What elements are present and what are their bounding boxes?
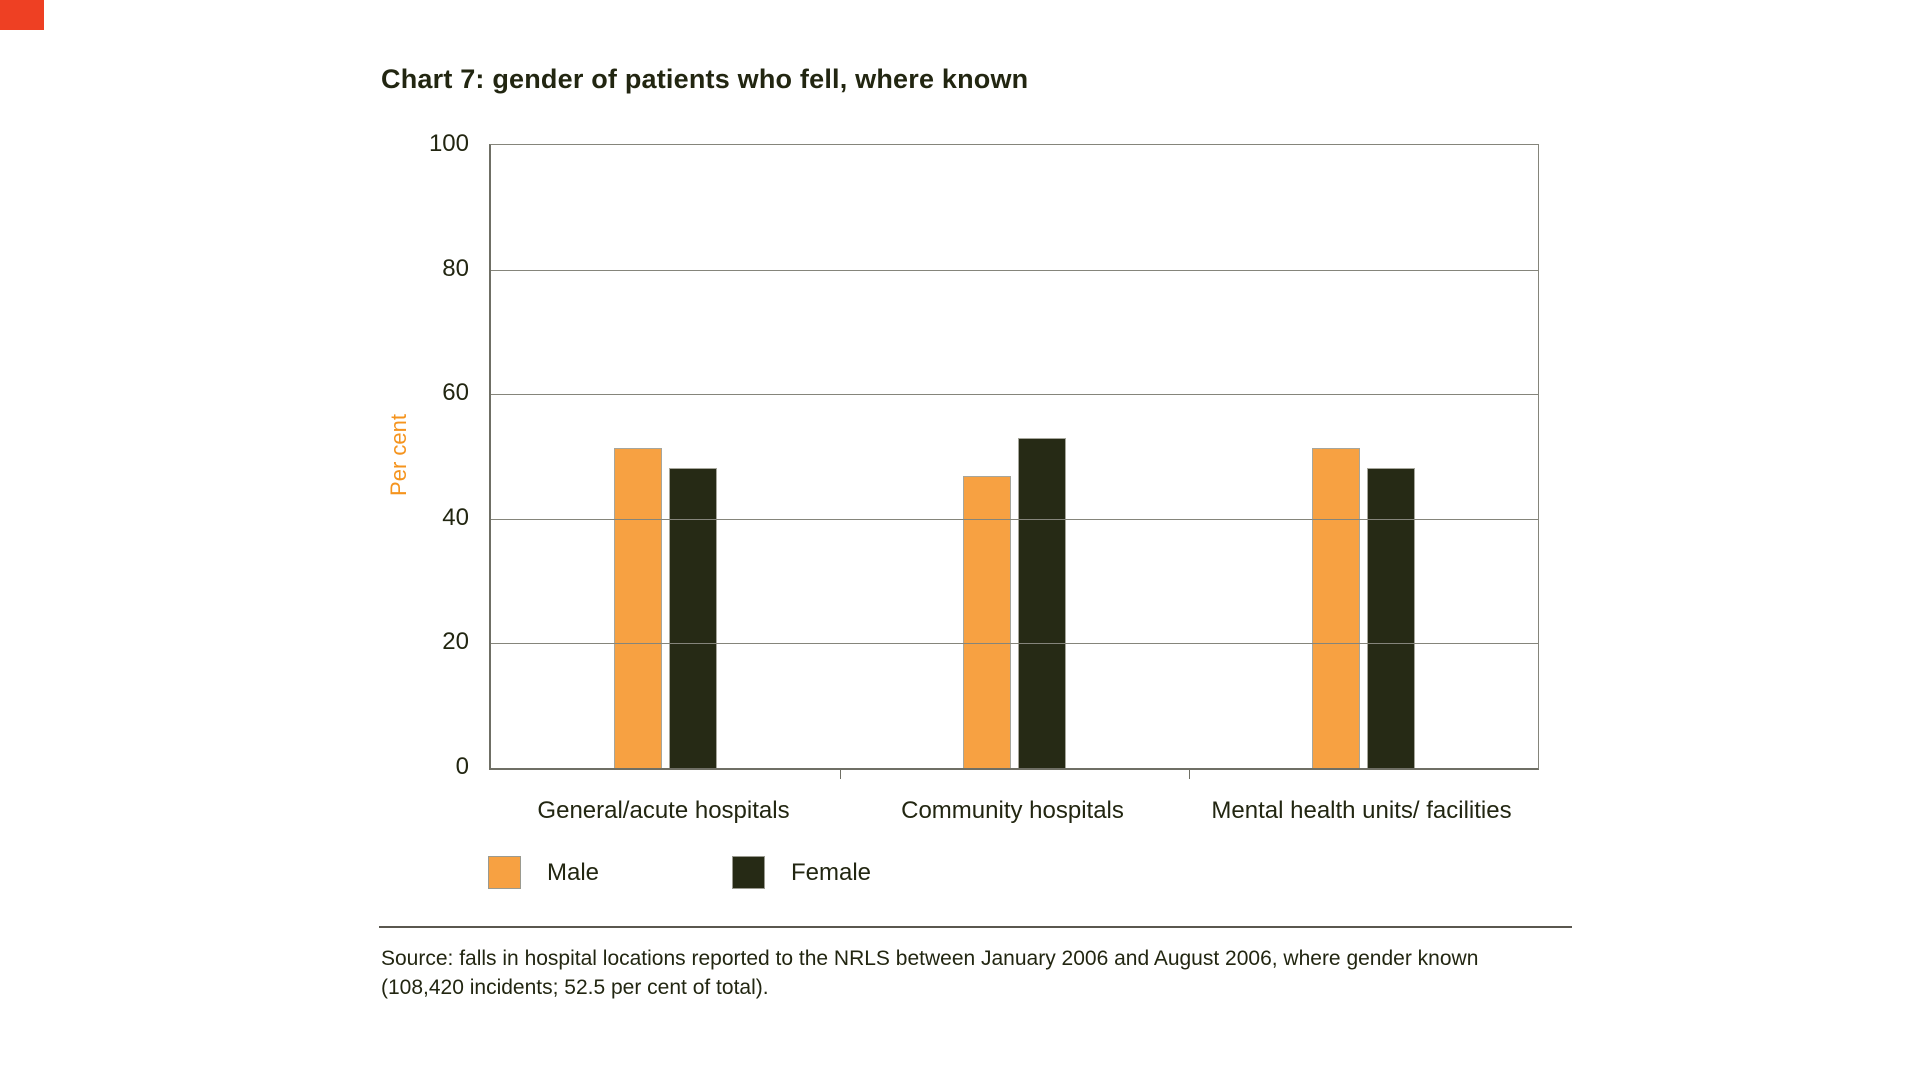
y-axis-tick-label: 20	[442, 628, 469, 656]
page-corner-mark	[0, 0, 44, 30]
legend-item-female: Female	[732, 856, 871, 889]
bar-male	[614, 448, 662, 768]
legend-swatch-female	[732, 856, 765, 889]
bar-group	[840, 145, 1189, 768]
source-divider-rule	[379, 926, 1572, 928]
bar-male	[1312, 448, 1360, 768]
gridline	[491, 394, 1538, 396]
y-axis-title: Per cent	[386, 414, 411, 496]
y-axis-tick-labels: 0 20 40 60 80 100	[330, 130, 469, 780]
legend-item-male: Male	[488, 856, 599, 889]
x-axis-tick	[840, 768, 841, 779]
bar-female	[1367, 467, 1415, 768]
source-note-line2: (108,420 incidents; 52.5 per cent of tot…	[381, 976, 769, 999]
x-axis-category-labels: General/acute hospitals Community hospita…	[489, 796, 1536, 826]
y-axis-tick-label: 40	[442, 503, 469, 531]
legend-label-female: Female	[791, 858, 872, 886]
bar-female	[669, 467, 717, 768]
legend-label-male: Male	[547, 858, 600, 886]
source-note-line1: Source: falls in hospital locations repo…	[381, 947, 1479, 970]
source-note: Source: falls in hospital locations repo…	[381, 944, 1601, 1002]
x-axis-tick	[1189, 768, 1190, 779]
bar-female	[1018, 438, 1066, 768]
y-axis-tick-label: 100	[428, 130, 469, 157]
x-axis-category-label: Mental health units/ facilities	[1211, 797, 1512, 824]
legend: Male Female	[488, 856, 1188, 890]
bar-group	[1189, 145, 1538, 768]
y-axis-tick-label: 0	[455, 753, 469, 780]
gridline	[491, 269, 1538, 271]
gridline	[491, 518, 1538, 520]
x-axis-category-label: Community hospitals	[901, 797, 1124, 824]
chart-title: Chart 7: gender of patients who fell, wh…	[381, 64, 1029, 94]
x-axis-category-label: General/acute hospitals	[537, 797, 790, 824]
plot-area	[489, 144, 1539, 779]
bar-group	[491, 145, 840, 768]
y-axis-tick-label: 80	[442, 254, 469, 282]
legend-swatch-male	[488, 856, 521, 889]
bar-male	[963, 476, 1011, 768]
bars-layer	[491, 145, 1538, 768]
gridline	[491, 643, 1538, 645]
y-axis-tick-label: 60	[442, 379, 469, 407]
